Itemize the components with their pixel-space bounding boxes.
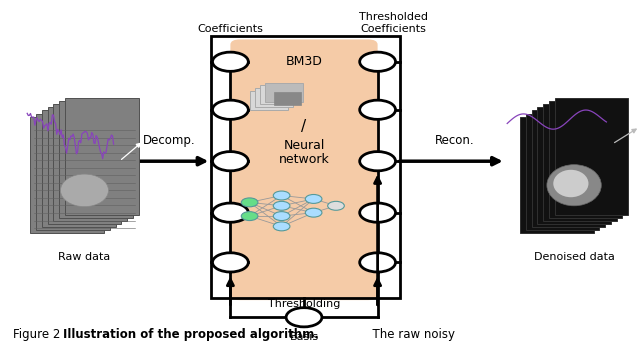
Text: Illustration of the proposed algorithm.: Illustration of the proposed algorithm. bbox=[63, 328, 319, 341]
Bar bbox=[54, 104, 127, 221]
Text: Thresholded: Thresholded bbox=[359, 12, 428, 22]
Circle shape bbox=[286, 308, 322, 327]
Circle shape bbox=[212, 52, 248, 71]
Circle shape bbox=[273, 201, 290, 210]
Bar bbox=[65, 98, 138, 215]
Text: Neural: Neural bbox=[284, 139, 324, 152]
Circle shape bbox=[212, 152, 248, 171]
Text: Raw data: Raw data bbox=[58, 252, 111, 262]
FancyBboxPatch shape bbox=[265, 83, 303, 102]
Text: Coefficients: Coefficients bbox=[198, 24, 263, 34]
Bar bbox=[543, 104, 617, 221]
Circle shape bbox=[360, 52, 396, 71]
Text: Denoised data: Denoised data bbox=[534, 252, 614, 262]
Bar bbox=[36, 114, 110, 230]
Circle shape bbox=[241, 198, 258, 207]
Circle shape bbox=[212, 253, 248, 272]
Text: Coefficients: Coefficients bbox=[361, 24, 426, 34]
Circle shape bbox=[360, 253, 396, 272]
Text: network: network bbox=[278, 153, 330, 166]
Circle shape bbox=[241, 212, 258, 221]
Bar bbox=[520, 117, 594, 233]
Ellipse shape bbox=[547, 165, 602, 206]
Text: BM3D: BM3D bbox=[285, 55, 323, 68]
Text: /: / bbox=[301, 119, 307, 134]
Bar bbox=[42, 110, 116, 227]
Circle shape bbox=[273, 191, 290, 200]
Circle shape bbox=[273, 212, 290, 221]
Text: The raw noisy: The raw noisy bbox=[365, 328, 455, 341]
Ellipse shape bbox=[553, 170, 589, 197]
Circle shape bbox=[360, 100, 396, 119]
Bar bbox=[538, 107, 611, 224]
FancyBboxPatch shape bbox=[260, 85, 298, 104]
Circle shape bbox=[212, 203, 248, 222]
Bar bbox=[555, 98, 628, 215]
Bar bbox=[30, 117, 104, 233]
Bar bbox=[526, 114, 600, 230]
Circle shape bbox=[360, 152, 396, 171]
FancyBboxPatch shape bbox=[250, 91, 288, 110]
FancyBboxPatch shape bbox=[274, 92, 301, 105]
Circle shape bbox=[273, 222, 290, 231]
Bar bbox=[211, 36, 400, 298]
Bar bbox=[549, 101, 623, 218]
Bar bbox=[531, 110, 605, 227]
Circle shape bbox=[212, 100, 248, 119]
Text: Basis: Basis bbox=[289, 332, 319, 342]
FancyBboxPatch shape bbox=[255, 88, 293, 107]
Bar bbox=[47, 107, 122, 224]
FancyBboxPatch shape bbox=[230, 39, 378, 300]
Circle shape bbox=[360, 203, 396, 222]
Bar bbox=[60, 101, 133, 218]
Ellipse shape bbox=[61, 174, 109, 206]
Text: Decomp.: Decomp. bbox=[143, 134, 196, 147]
Circle shape bbox=[328, 201, 344, 210]
Circle shape bbox=[305, 194, 322, 203]
Text: Thresholding: Thresholding bbox=[268, 299, 340, 309]
Circle shape bbox=[305, 208, 322, 217]
Text: Figure 2: Figure 2 bbox=[13, 328, 68, 341]
Text: Recon.: Recon. bbox=[435, 134, 474, 147]
